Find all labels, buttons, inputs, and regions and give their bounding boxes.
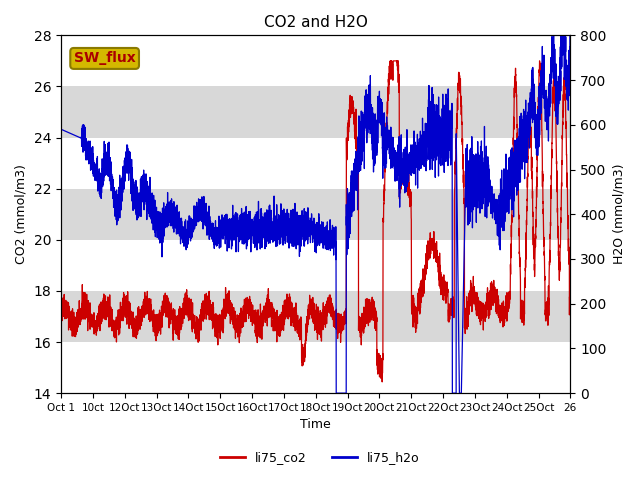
Y-axis label: CO2 (mmol/m3): CO2 (mmol/m3) <box>15 164 28 264</box>
Title: CO2 and H2O: CO2 and H2O <box>264 15 367 30</box>
Legend: li75_co2, li75_h2o: li75_co2, li75_h2o <box>215 446 425 469</box>
Bar <box>61 86 570 138</box>
Text: SW_flux: SW_flux <box>74 51 136 65</box>
Bar <box>61 291 570 342</box>
X-axis label: Time: Time <box>300 419 331 432</box>
Bar <box>61 189 570 240</box>
Y-axis label: H2O (mmol/m3): H2O (mmol/m3) <box>612 164 625 264</box>
